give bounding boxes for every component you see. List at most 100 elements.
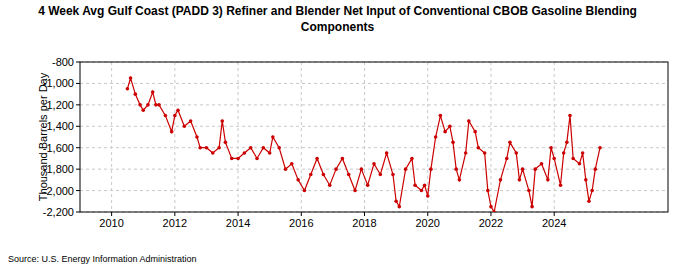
- data-point: [334, 167, 338, 171]
- data-point: [423, 183, 427, 187]
- y-tick: [76, 62, 80, 63]
- grid: [80, 62, 668, 212]
- data-point: [322, 173, 326, 177]
- data-point: [464, 151, 468, 155]
- data-point: [443, 130, 447, 134]
- x-tick: [554, 212, 555, 216]
- data-point: [372, 162, 376, 166]
- data-point: [486, 189, 490, 193]
- data-point: [454, 167, 458, 171]
- x-grid-line: [238, 62, 239, 212]
- y-tick: [76, 104, 80, 105]
- data-point: [429, 167, 433, 171]
- x-tick-label: 2022: [479, 217, 503, 229]
- y-grid-line: [80, 169, 668, 170]
- data-point: [467, 119, 471, 123]
- x-grid-line: [174, 62, 175, 212]
- data-point: [587, 199, 591, 203]
- y-tick: [76, 190, 80, 191]
- x-grid-line: [301, 62, 302, 212]
- data-point: [590, 189, 594, 193]
- data-point: [249, 146, 253, 150]
- data-point: [146, 103, 150, 107]
- data-point: [309, 173, 313, 177]
- data-point: [571, 157, 575, 161]
- data-point: [189, 119, 193, 123]
- data-point: [366, 183, 370, 187]
- x-grid-line: [554, 62, 555, 212]
- data-point: [173, 114, 177, 118]
- data-point: [546, 178, 550, 182]
- data-point: [129, 76, 133, 80]
- data-point: [271, 135, 275, 139]
- data-point: [391, 173, 395, 177]
- data-point: [584, 178, 588, 182]
- data-point: [508, 141, 512, 145]
- data-point: [439, 114, 443, 118]
- data-point: [413, 183, 417, 187]
- y-tick: [76, 126, 80, 127]
- chart: 4 Week Avg Gulf Coast (PADD 3) Refiner a…: [0, 0, 675, 275]
- data-point: [353, 189, 357, 193]
- data-line: [127, 78, 600, 212]
- data-point: [138, 103, 142, 107]
- data-point: [296, 178, 300, 182]
- y-axis-label: Thousand Barrels per Day: [37, 72, 49, 201]
- data-point: [236, 157, 240, 161]
- x-tick: [427, 212, 428, 216]
- y-tick: [76, 147, 80, 148]
- x-tick-label: 2012: [163, 217, 187, 229]
- data-point: [518, 178, 522, 182]
- series: [126, 76, 602, 212]
- data-point: [473, 130, 477, 134]
- data-point: [211, 151, 215, 155]
- data-point: [530, 205, 534, 209]
- data-point: [562, 151, 566, 155]
- data-point: [568, 114, 572, 118]
- data-point: [549, 146, 553, 150]
- y-tick: [76, 169, 80, 170]
- data-point: [262, 146, 266, 150]
- x-tick-label: 2014: [226, 217, 250, 229]
- data-point: [157, 103, 161, 107]
- data-point: [360, 167, 364, 171]
- x-tick: [364, 212, 365, 216]
- data-point: [170, 130, 174, 134]
- data-point: [552, 157, 556, 161]
- data-point: [243, 151, 247, 155]
- data-point: [483, 151, 487, 155]
- data-point: [379, 173, 383, 177]
- y-tick: [76, 83, 80, 84]
- data-point: [434, 135, 438, 139]
- y-tick: [76, 212, 80, 213]
- data-point: [505, 157, 509, 161]
- data-point: [598, 146, 602, 150]
- data-point: [277, 146, 281, 150]
- x-tick: [238, 212, 239, 216]
- y-grid-line: [80, 126, 668, 127]
- data-point: [458, 178, 462, 182]
- data-point: [420, 189, 424, 193]
- x-grid-line: [364, 62, 365, 212]
- data-point: [404, 167, 408, 171]
- data-point: [394, 199, 398, 203]
- x-tick-label: 2010: [99, 217, 123, 229]
- data-point: [290, 162, 294, 166]
- data-point: [521, 167, 525, 171]
- data-point: [255, 157, 259, 161]
- data-point: [164, 114, 168, 118]
- x-tick-label: 2018: [352, 217, 376, 229]
- data-point: [426, 194, 430, 198]
- y-grid-line: [80, 147, 668, 148]
- data-point: [315, 157, 319, 161]
- data-point: [134, 92, 138, 96]
- data-point: [397, 205, 401, 209]
- data-point: [224, 141, 228, 145]
- data-point: [593, 167, 597, 171]
- y-grid-line: [80, 104, 668, 105]
- data-point: [141, 108, 145, 112]
- x-grid-line: [111, 62, 112, 212]
- data-point: [489, 205, 493, 209]
- y-grid-line: [80, 190, 668, 191]
- data-point: [220, 119, 224, 123]
